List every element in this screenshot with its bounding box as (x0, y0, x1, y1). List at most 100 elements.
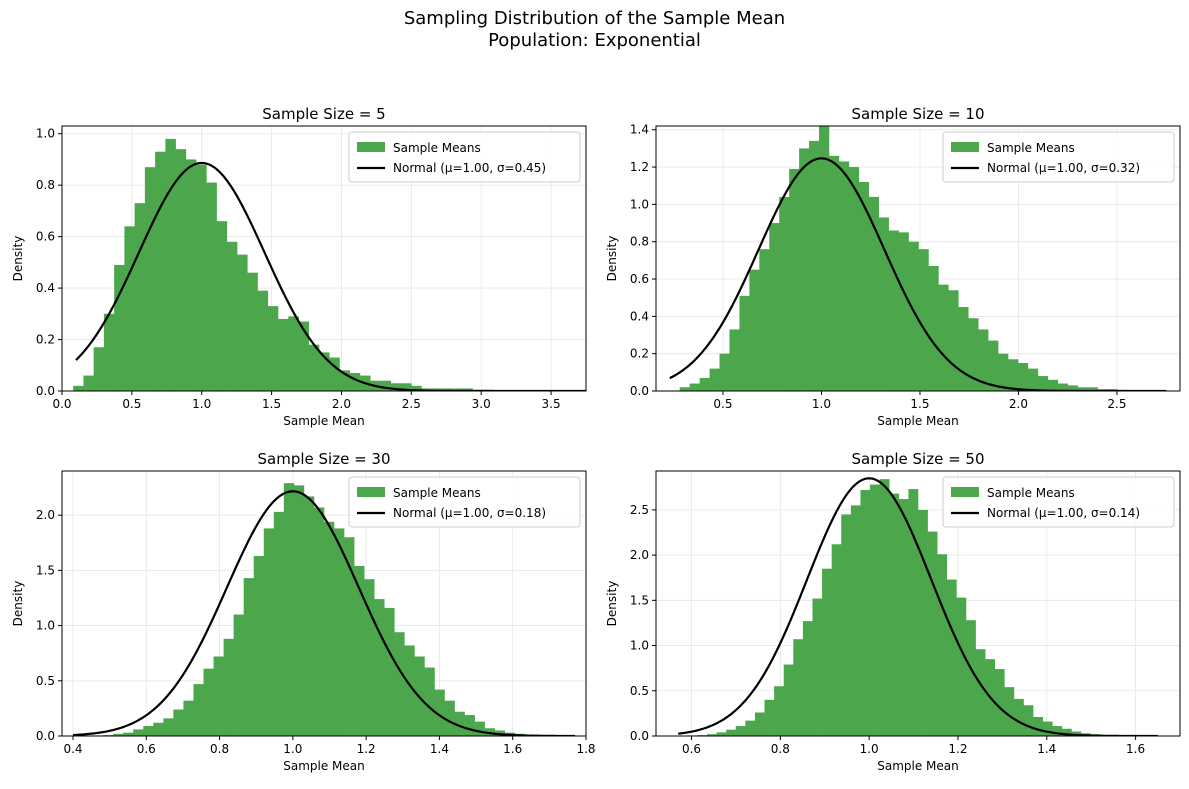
legend-swatch-histogram (357, 142, 385, 152)
figure-title-line-2: Population: Exponential (488, 30, 701, 51)
y-tick-label: 1.0 (36, 127, 55, 141)
legend-box (348, 131, 581, 183)
x-tick-label: 3.5 (542, 397, 561, 411)
histogram-bar (860, 489, 871, 736)
legend: Sample Means Normal (μ=1.00, σ=0.32) (942, 131, 1175, 183)
normal-curve (75, 161, 586, 391)
histogram-bar (709, 368, 720, 391)
y-tick-label: 1.0 (36, 619, 55, 633)
x-tick-label: 0.8 (210, 742, 229, 756)
histogram-bar (889, 493, 900, 736)
x-tick-label: 2.0 (1009, 397, 1028, 411)
y-tick-label: 2.5 (630, 503, 649, 517)
histogram-bar (908, 241, 919, 391)
histogram-bar (898, 499, 909, 736)
histogram-bar (968, 318, 979, 391)
histogram-bar (424, 667, 435, 736)
legend-label-curve: Normal (μ=1.00, σ=0.18) (393, 506, 546, 520)
histogram-bar (233, 614, 244, 736)
y-tick-label: 1.0 (630, 639, 649, 653)
legend-label-histogram: Sample Means (987, 141, 1075, 155)
histogram-bar (334, 528, 345, 736)
histogram-bar (434, 689, 445, 736)
legend-label-histogram: Sample Means (987, 486, 1075, 500)
histogram-bars (73, 138, 586, 391)
histogram-bar (226, 241, 238, 391)
x-axis-label: Sample Mean (877, 414, 959, 428)
histogram-bar (257, 290, 269, 391)
histogram-bar (1071, 731, 1082, 736)
legend: Sample Means Normal (μ=1.00, σ=0.45) (348, 131, 581, 183)
histogram-bar (938, 284, 949, 391)
histogram-bar (411, 385, 422, 391)
histogram-bar (203, 668, 214, 736)
y-axis-label: Density (11, 581, 25, 627)
normal-curve (72, 490, 576, 736)
histogram-bar (163, 718, 174, 736)
y-tick-label: 0.0 (630, 729, 649, 743)
histogram-bar (349, 372, 361, 391)
y-tick-label: 1.4 (630, 123, 649, 137)
histogram-bar (908, 489, 919, 736)
histogram-bars (669, 126, 1168, 391)
histogram-bar (183, 700, 194, 736)
histogram-bar (699, 377, 710, 391)
histogram-bar (828, 155, 840, 391)
histogram-bar (918, 249, 929, 391)
histogram-bar (1033, 717, 1043, 736)
histogram-bar (822, 568, 832, 736)
legend-label-curve: Normal (μ=1.00, σ=0.14) (987, 506, 1140, 520)
histogram-bar (679, 387, 690, 391)
histogram-bar (93, 347, 105, 391)
histogram-bar (802, 621, 813, 736)
histogram-bar (937, 554, 948, 736)
histogram-bar (1037, 376, 1049, 391)
y-tick-label: 0.6 (36, 230, 55, 244)
histogram-bar (175, 149, 187, 391)
histogram-bar (324, 521, 335, 736)
histogram-bar (793, 639, 804, 736)
histogram-bar (441, 388, 453, 391)
histogram-bar (716, 732, 727, 736)
histogram-bar (858, 181, 870, 391)
histogram-bar (759, 249, 770, 391)
histogram-bar (1017, 363, 1029, 391)
histogram-bar (216, 221, 228, 391)
y-axis-label: Density (11, 236, 25, 282)
histogram-bar (223, 638, 234, 736)
histogram-bar (812, 598, 823, 736)
x-tick-label: 1.2 (948, 742, 967, 756)
histogram-bar (774, 686, 785, 736)
histogram-bar (380, 380, 391, 391)
histogram-bar (735, 726, 746, 736)
histogram-bar (789, 168, 800, 391)
histogram-bar (878, 217, 889, 391)
histogram-bar (1077, 387, 1088, 391)
histogram-bar (799, 148, 810, 391)
histogram-bar (754, 712, 765, 736)
histogram-bar (1047, 379, 1059, 391)
x-axis-label: Sample Mean (283, 759, 365, 773)
x-tick-label: 1.5 (262, 397, 281, 411)
x-tick-label: 0.6 (137, 742, 156, 756)
histogram-bar (1061, 728, 1072, 736)
histogram-bar (462, 388, 473, 391)
histogram-bar (155, 151, 166, 391)
y-tick-label: 0.6 (630, 272, 649, 286)
histogram-bar (206, 182, 217, 391)
histogram-bar (838, 161, 850, 391)
histogram-bar (374, 599, 385, 736)
histogram-bar (134, 203, 146, 391)
histogram-bar (185, 159, 197, 391)
histogram-bar (783, 664, 794, 736)
histogram-bar (243, 578, 255, 736)
normal-curve (678, 477, 1158, 736)
histogram-bar (165, 138, 176, 391)
histogram-bar (769, 223, 780, 391)
histogram-bar (144, 167, 156, 391)
x-tick-label: 1.2 (357, 742, 376, 756)
histogram-bar (303, 496, 315, 736)
histogram-bar (83, 375, 94, 391)
